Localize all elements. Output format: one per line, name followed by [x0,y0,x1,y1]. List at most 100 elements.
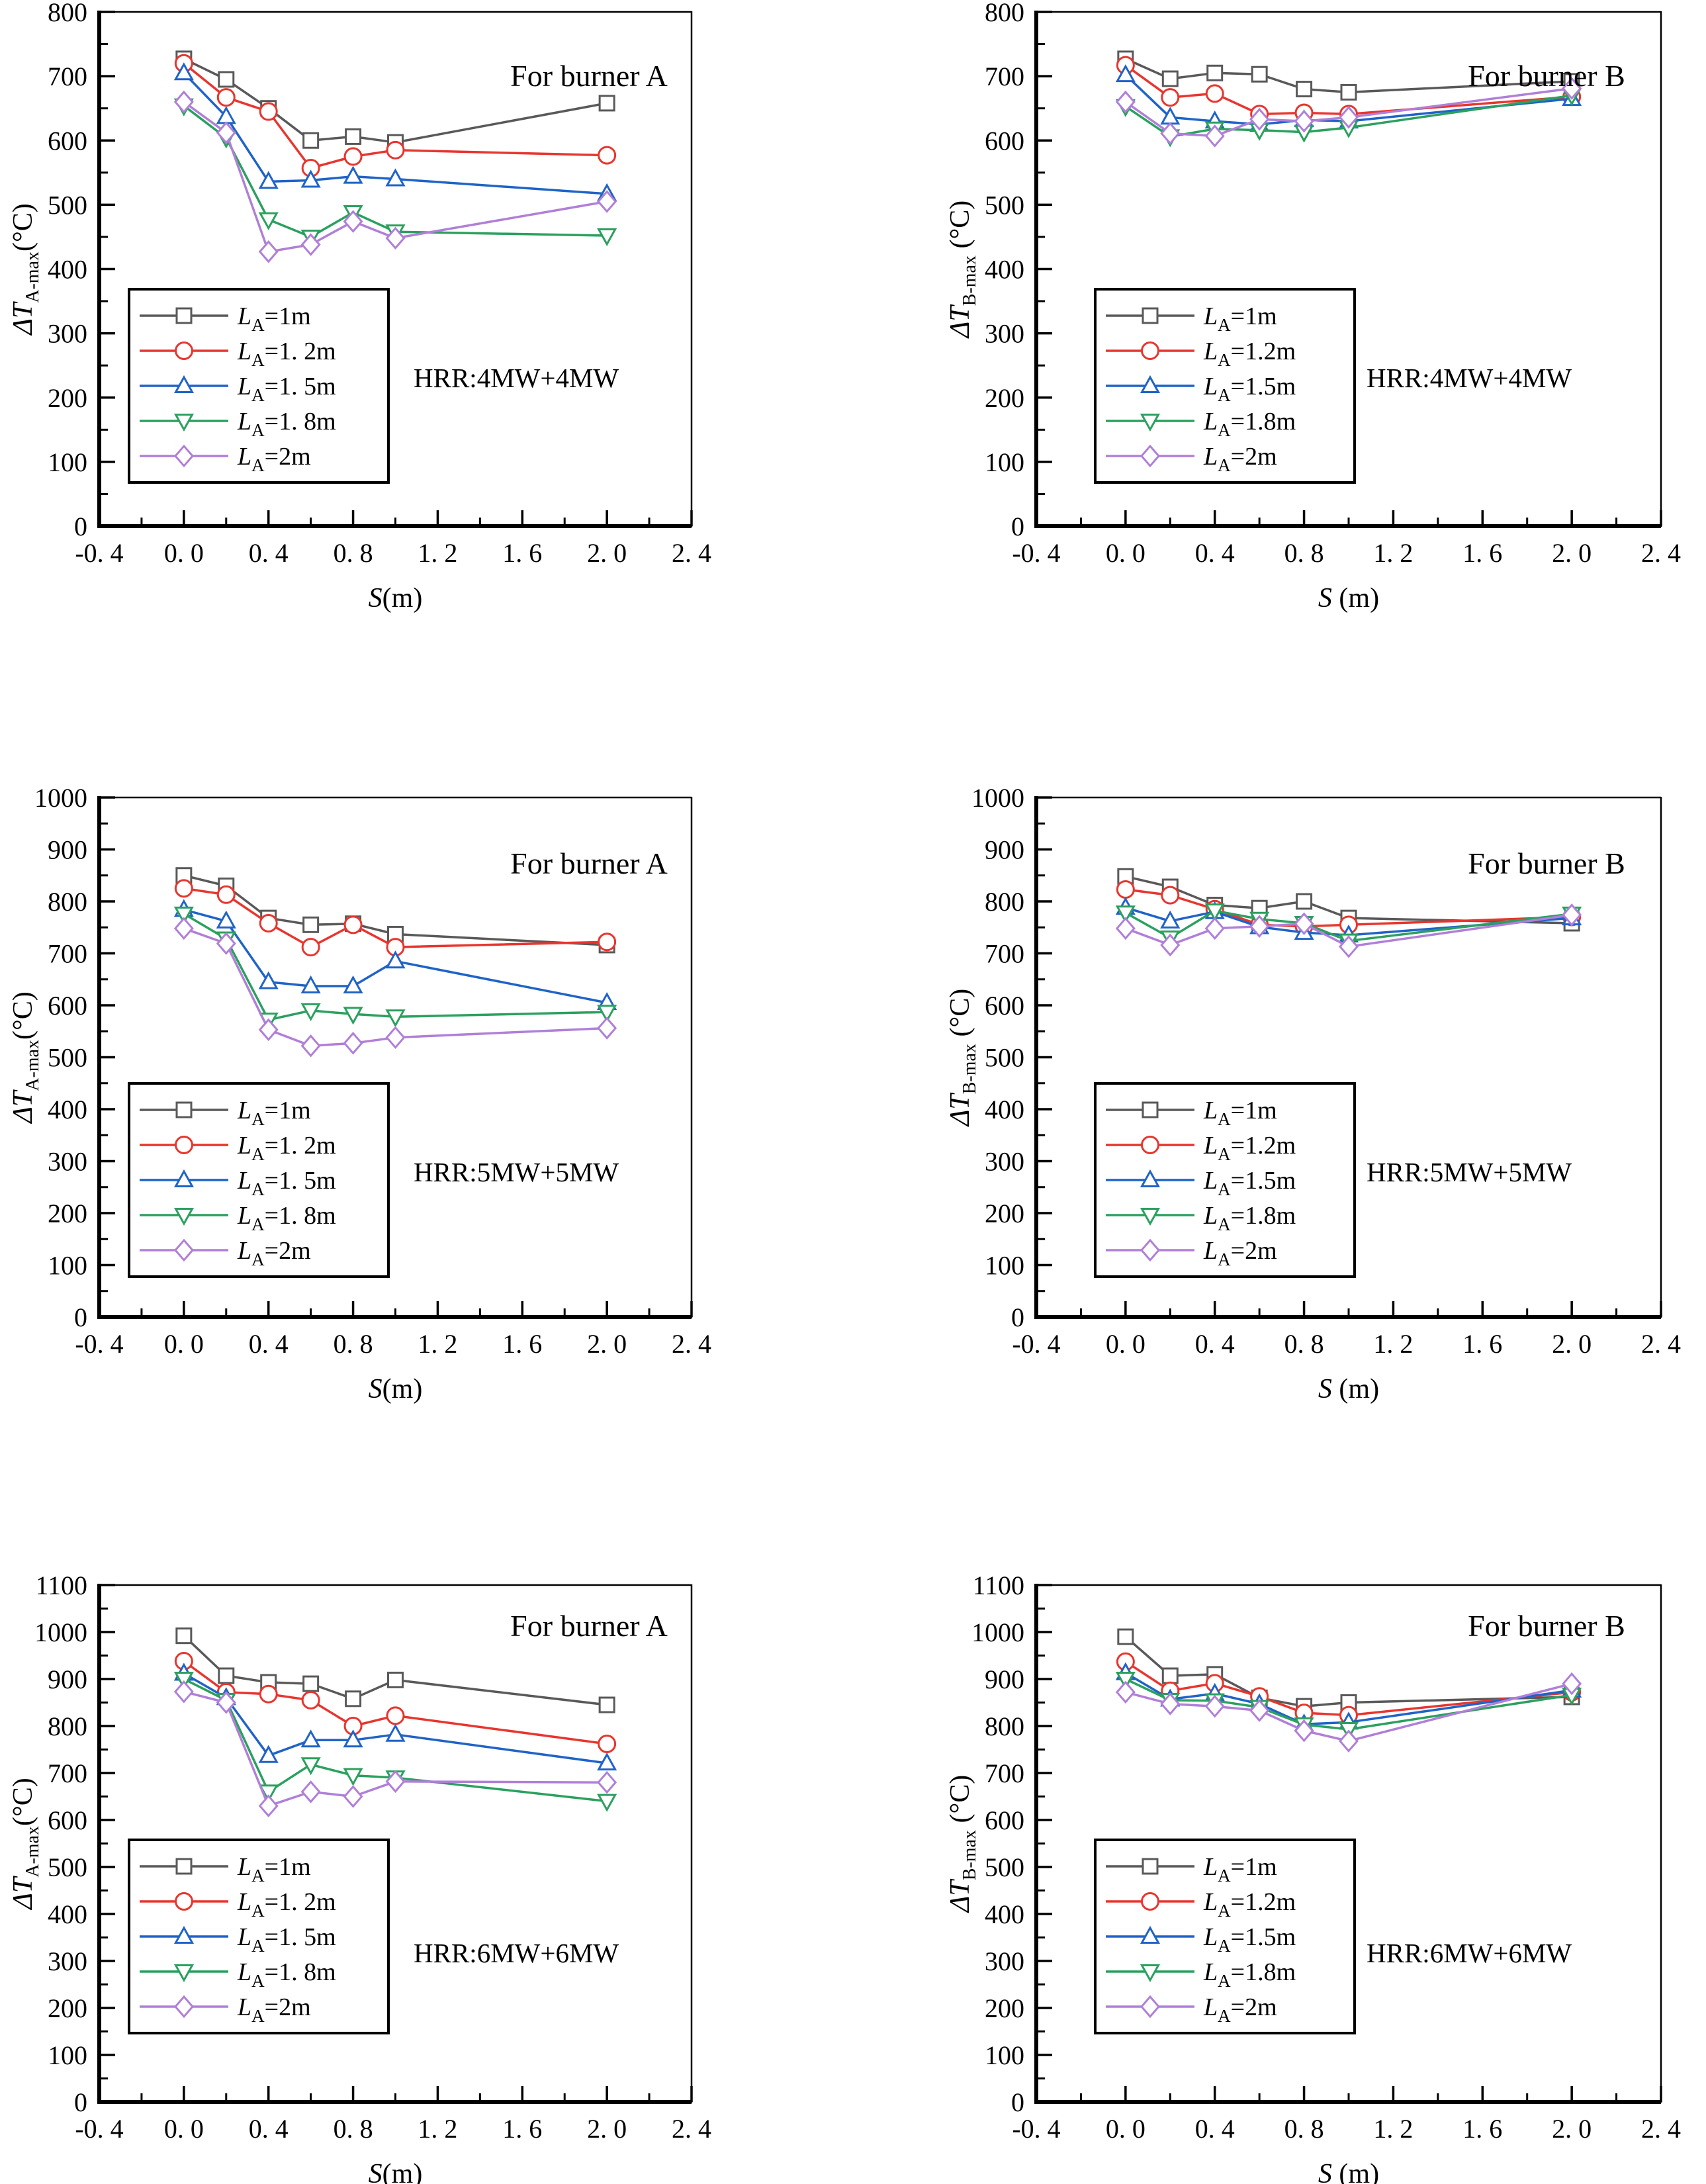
x-tick-label: -0. 4 [75,1329,123,1359]
legend-marker [1140,1964,1161,1983]
legend-label: LA=2m [237,443,311,475]
y-tick-label: 600 [985,1805,1024,1835]
y-tick-label: 1000 [34,783,87,813]
x-axis-title: S(m) [369,583,423,614]
data-point-marker [597,1770,617,1794]
legend-marker [1140,1238,1160,1262]
legend-marker [173,1964,195,1983]
data-point-marker [300,1729,321,1748]
data-point-marker [597,190,617,213]
data-point-marker [300,1034,321,1058]
x-tick-label: 0. 8 [334,538,373,568]
data-point-marker [175,1627,193,1645]
x-tick-label: 2. 0 [1552,538,1592,568]
x-tick-label: 0. 0 [164,538,204,568]
legend-marker [174,444,194,468]
legend-label: LA=2m [1203,443,1277,475]
data-point-marker [597,1017,617,1040]
data-point-marker [300,1003,321,1021]
hrr-annotation: HRR:4MW+4MW [414,363,619,393]
legend-label: LA=1. 2m [237,1132,336,1164]
legend-label: LA=1. 2m [237,338,336,370]
data-point-marker [598,933,617,952]
data-point-marker [385,1009,406,1028]
y-tick-label: 400 [48,255,87,285]
data-point-marker [173,1680,194,1704]
legend-marker [175,1101,193,1118]
y-tick-label: 500 [985,190,1024,220]
legend-marker [1140,444,1160,468]
x-axis-title: S(m) [369,2159,423,2184]
legend-marker [1140,1925,1161,1944]
legend-label: LA=1. 2m [237,1888,336,1921]
chart-title: For burner B [1468,59,1625,93]
data-point-marker [1115,1672,1136,1690]
y-tick-label: 600 [985,126,1024,156]
y-tick-label: 200 [48,383,87,413]
chart-title: For burner B [1468,846,1625,880]
y-tick-label: 400 [48,1899,87,1929]
legend-marker [1140,414,1161,432]
data-point-marker [1161,886,1180,905]
y-tick-label: 700 [985,939,1024,969]
x-tick-label: 1. 2 [1373,1329,1413,1359]
y-tick-label: 600 [985,991,1024,1021]
x-tick-label: 0. 4 [1195,1329,1235,1359]
x-tick-label: 1. 2 [418,1329,457,1359]
y-axis-title: ΔTB-max (°C) [945,1775,980,1914]
legend-label: LA=1.2m [1203,1132,1296,1164]
y-axis-title: ΔTB-max (°C) [945,989,980,1128]
data-point-marker [1340,83,1357,101]
y-tick-label: 300 [985,319,1024,349]
y-tick-label: 600 [48,991,87,1021]
y-tick-label: 1000 [971,1617,1024,1647]
x-tick-label: 2. 4 [1641,538,1681,568]
data-point-marker [259,1684,278,1704]
y-tick-label: 0 [1011,1302,1024,1332]
x-tick-label: 1. 2 [1373,2114,1413,2144]
chart-canvas-burnerB-6MW: -0. 4 0. 0 0. 4 0. 8 1. 2 1. 6 2. 0 2. 4 0 100 200… [945,1570,1681,2184]
data-point-marker [597,1794,617,1812]
y-tick-label: 300 [985,1147,1024,1177]
data-point-marker [258,1794,279,1817]
data-point-marker [302,132,320,149]
data-point-marker [173,906,194,925]
x-tick-label: 1. 2 [418,538,457,568]
data-point-marker [1249,1699,1270,1722]
data-point-marker [1339,935,1359,958]
hrr-annotation: HRR:5MW+5MW [414,1157,619,1187]
data-point-marker [300,233,321,256]
y-tick-label: 400 [985,255,1024,285]
x-tick-label: 1. 6 [502,1329,542,1359]
legend-label: LA=1m [1203,1853,1277,1886]
y-tick-label: 500 [48,190,87,220]
legend-marker [175,1136,193,1154]
hrr-annotation: HRR:6MW+6MW [1367,1938,1572,1968]
chart-title: For burner B [1468,1609,1625,1643]
legend-marker [175,1858,193,1875]
x-tick-label: 0. 4 [249,1329,289,1359]
legend-marker [1142,307,1159,324]
data-point-marker [385,1770,406,1794]
data-point-marker [173,90,194,114]
y-tick-label: 1000 [971,783,1024,813]
chart-panel-burnerB-6MW: -0. 4 0. 0 0. 4 0. 8 1. 2 1. 6 2. 0 2. 4 0 100 200… [853,1456,1706,2184]
data-point-marker [1562,903,1582,927]
data-point-marker [1115,1680,1136,1704]
data-point-marker [598,95,615,112]
y-tick-label: 500 [48,1043,87,1073]
data-point-marker [1204,1694,1225,1718]
data-point-marker [1206,64,1224,81]
data-point-marker [1115,90,1136,114]
y-tick-label: 100 [48,2040,87,2070]
legend-label: LA=1m [1203,302,1277,335]
legend-label: LA=1. 8m [237,1958,336,1991]
data-point-marker [216,121,236,144]
data-point-marker [1562,1672,1582,1696]
x-tick-label: 0. 4 [249,538,289,568]
y-tick-label: 1100 [972,1570,1024,1600]
legend-label: LA=2m [237,1237,311,1269]
legend-label: LA=1m [1203,1097,1277,1129]
